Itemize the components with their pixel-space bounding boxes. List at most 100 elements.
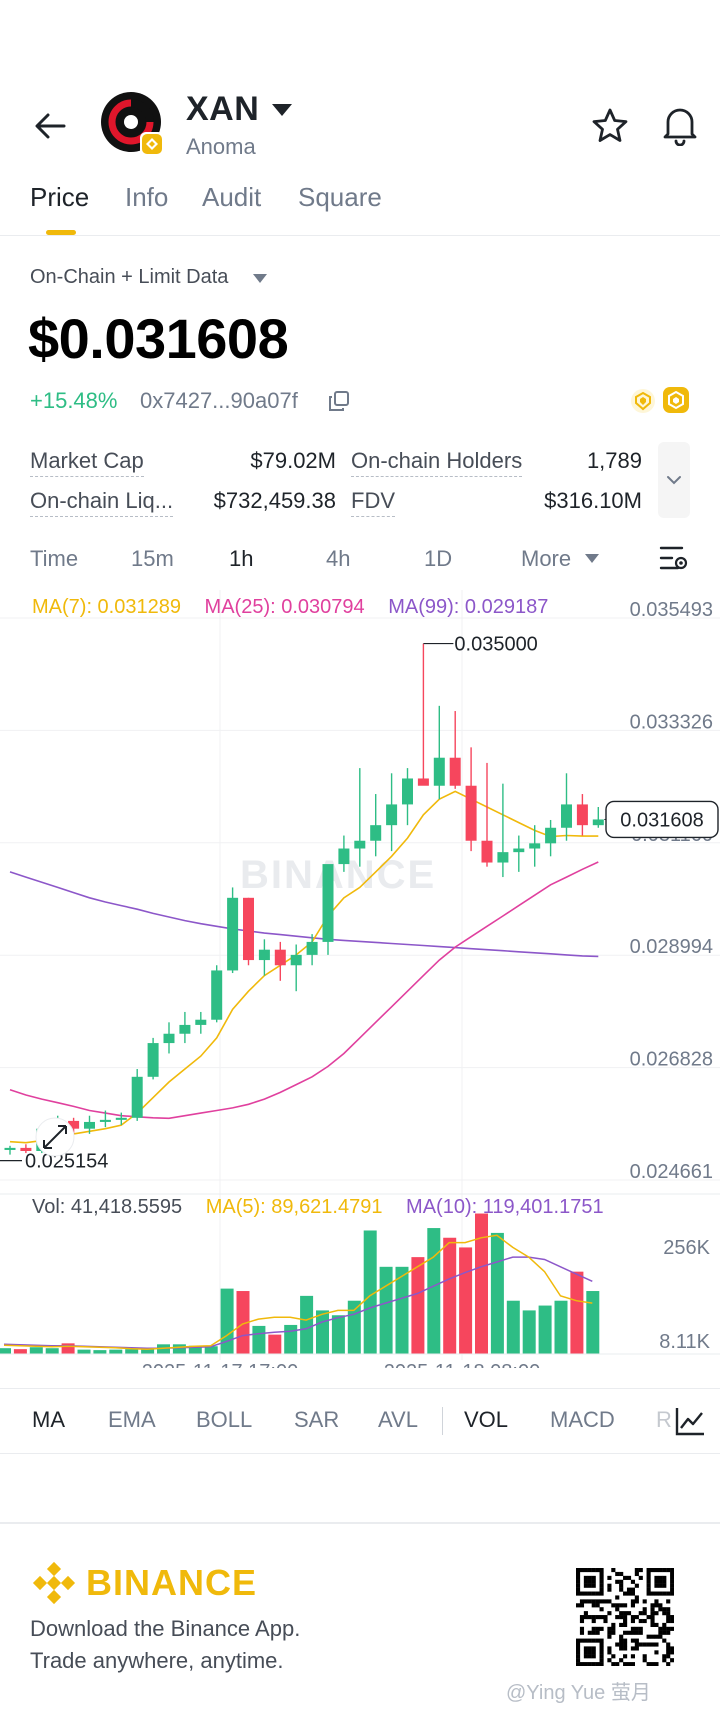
chevron-down-icon [667, 476, 681, 485]
ma25-legend: MA(25): 0.030794 [204, 596, 365, 618]
indicator-rsi[interactable]: R [656, 1407, 672, 1432]
liquidity-label[interactable]: On-chain Liq... [30, 488, 174, 517]
copy-icon[interactable] [328, 390, 350, 412]
indicator-chart-icon[interactable] [672, 1403, 708, 1439]
candle-body [402, 778, 413, 805]
data-source-caret-icon[interactable] [253, 274, 267, 283]
volume-bar [395, 1266, 409, 1354]
time-axis-label: 2025-11-18 08:00 [384, 1361, 540, 1368]
ma-legend: MA(7): 0.031289 MA(25): 0.030794 MA(99):… [32, 596, 566, 619]
chart-watermark: BINANCE [240, 853, 436, 897]
indicator-macd[interactable]: MACD [550, 1407, 615, 1432]
price-tick-label: 0.028994 [630, 936, 713, 958]
interval-15m[interactable]: 15m [131, 546, 174, 571]
volume-bar [109, 1349, 123, 1354]
star-icon[interactable] [590, 106, 630, 146]
interval-selector: Time 15m 1h 4h 1D More [0, 540, 720, 576]
price-chart[interactable]: 0.0354930.0333260.0311600.0289940.026828… [0, 588, 720, 1368]
ma99-legend: MA(99): 0.029187 [388, 596, 549, 618]
candle-body [576, 804, 588, 826]
volume-bar [220, 1288, 234, 1354]
volume-bar [459, 1247, 473, 1354]
candle-body [211, 970, 223, 1020]
symbol-dropdown-icon[interactable] [272, 104, 292, 116]
volume-bar [157, 1344, 170, 1354]
footer-line-1: Download the Binance App. [30, 1616, 301, 1641]
qr-code [576, 1568, 674, 1666]
token-stats: Market Cap $79.02M On-chain Holders 1,78… [0, 440, 720, 520]
tab-square[interactable]: Square [298, 182, 382, 212]
candle-body [274, 949, 286, 966]
indicator-avl[interactable]: AVL [378, 1407, 418, 1432]
indicator-boll[interactable]: BOLL [196, 1407, 253, 1432]
contract-address[interactable]: 0x7427...90a07f [140, 388, 298, 413]
interval-more[interactable]: More [521, 546, 572, 571]
ma7-line [9, 790, 599, 1144]
volume-bar [316, 1310, 329, 1354]
indicator-ma[interactable]: MA [32, 1407, 65, 1432]
candle-body [179, 1024, 191, 1034]
candle-body [497, 852, 509, 863]
candle-body [227, 897, 239, 971]
holders-label[interactable]: On-chain Holders [351, 448, 523, 477]
fdv-label[interactable]: FDV [351, 488, 395, 517]
current-price: $0.031608 [28, 307, 289, 370]
data-source-selector[interactable]: On-Chain + Limit Data [30, 266, 229, 288]
candle-body [545, 827, 557, 844]
more-caret-icon[interactable] [585, 554, 599, 563]
liquidity-value: $732,459.38 [213, 488, 336, 513]
author-watermark: @Ying Yue 萤月 [506, 1682, 651, 1704]
volume-bar [475, 1213, 488, 1354]
ma25-line [9, 861, 599, 1120]
volume-bar [379, 1266, 393, 1354]
vol-value: Vol: 41,418.5595 [32, 1196, 183, 1218]
arrow-left-icon[interactable] [30, 106, 70, 146]
current-price-label: 0.031608 [620, 809, 703, 831]
bnb-chain-icon[interactable] [662, 386, 690, 414]
interval-time[interactable]: Time [30, 546, 79, 571]
stats-expand-button[interactable] [658, 442, 690, 518]
vol-tick-max: 256K [663, 1237, 710, 1259]
tab-price[interactable]: Price [30, 182, 90, 212]
tab-info[interactable]: Info [125, 182, 169, 212]
candle-body [68, 1120, 80, 1129]
price-tick-label: 0.024661 [630, 1161, 713, 1183]
interval-1h[interactable]: 1h [229, 546, 254, 571]
volume-bar [284, 1324, 298, 1354]
market-cap-value: $79.02M [250, 448, 336, 473]
low-price-label: 0.025154 [25, 1151, 108, 1173]
vol-ma10-legend: MA(10): 119,401.1751 [406, 1196, 604, 1218]
volume-bar [443, 1237, 457, 1354]
volume-bar [0, 1348, 11, 1354]
high-price-label: 0.035000 [454, 634, 537, 656]
vol-ma10-line [3, 1256, 593, 1349]
indicator-sar[interactable]: SAR [294, 1407, 340, 1432]
market-cap-label[interactable]: Market Cap [30, 448, 144, 477]
footer-line-2: Trade anywhere, anytime. [30, 1648, 284, 1673]
volume-bar [13, 1349, 27, 1354]
volume-bar [300, 1295, 314, 1354]
holders-value: 1,789 [586, 448, 642, 473]
price-change: +15.48% [30, 388, 118, 413]
ma7-legend: MA(7): 0.031289 [32, 596, 181, 618]
shield-chain-icon[interactable] [630, 388, 656, 414]
interval-4h[interactable]: 4h [326, 546, 351, 571]
bell-icon[interactable] [660, 104, 700, 146]
candle-body [322, 864, 334, 942]
fdv-value: $316.10M [544, 488, 642, 513]
tab-audit[interactable]: Audit [202, 182, 262, 212]
interval-1d[interactable]: 1D [424, 546, 453, 571]
candle-body [386, 804, 398, 826]
token-symbol[interactable]: XAN [186, 90, 260, 128]
indicator-ema[interactable]: EMA [108, 1407, 156, 1432]
chart-settings-icon[interactable] [658, 542, 690, 574]
candle-body [370, 825, 382, 841]
brand-name: BINANCE [86, 1562, 258, 1603]
candle-body [243, 897, 254, 961]
candle-body [147, 1043, 159, 1077]
volume-bar [538, 1305, 552, 1354]
volume-bar [188, 1345, 202, 1354]
candle-body [131, 1076, 143, 1118]
indicator-vol[interactable]: VOL [464, 1407, 509, 1432]
volume-bar [93, 1350, 107, 1354]
